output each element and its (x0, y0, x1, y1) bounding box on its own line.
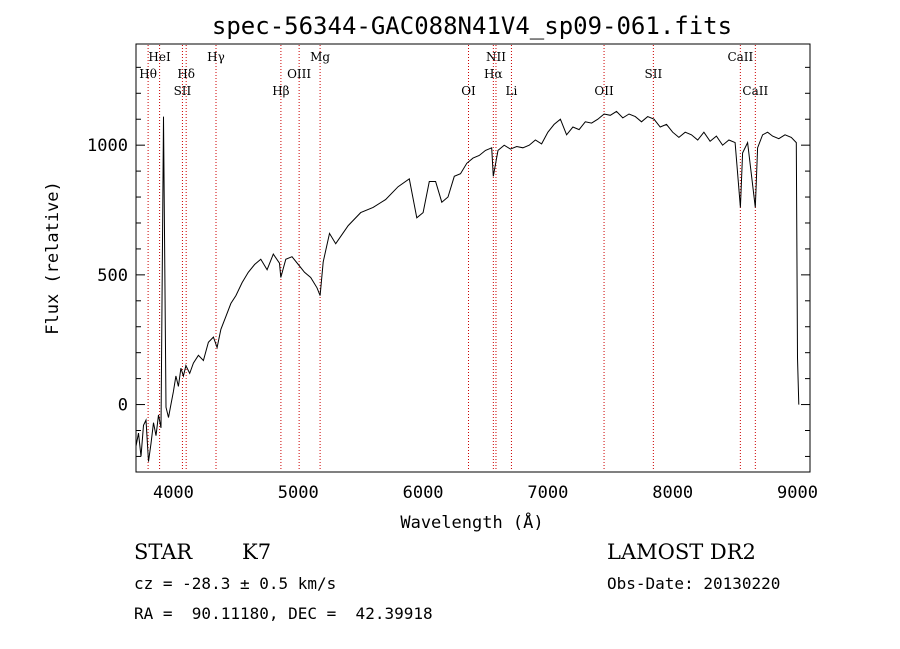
line-marker-label: SII (174, 84, 192, 98)
survey-name: LAMOST DR2 (607, 540, 756, 564)
line-marker-label: Hβ (272, 84, 289, 98)
x-tick-label: 8000 (652, 483, 693, 503)
observation-date: Obs-Date: 20130220 (607, 574, 781, 593)
line-marker-label: OIII (287, 67, 311, 81)
line-marker-label: NII (486, 50, 506, 64)
plot-frame (135, 43, 811, 473)
line-marker-label: CaII (727, 50, 753, 64)
x-tick-label: 4000 (153, 483, 194, 503)
line-marker-label: SII (645, 67, 663, 81)
y-axis: 0 500 1000 (87, 66, 810, 457)
line-marker-label: Li (506, 84, 518, 98)
chart-title: spec-56344-GAC088N41V4_sp09-061.fits (212, 12, 732, 40)
line-marker-label: HeI (148, 50, 171, 64)
redshift-text: cz = -28.3 ± 0.5 km/s (134, 574, 337, 593)
x-axis: 4000 5000 6000 7000 8000 9000 (153, 483, 818, 503)
line-marker-label: OI (461, 84, 476, 98)
object-class: STAR (134, 540, 193, 564)
x-tick-label: 9000 (777, 483, 818, 503)
line-marker-label: CaII (742, 84, 768, 98)
y-axis-label: Flux (relative) (43, 181, 63, 335)
object-subclass: K7 (242, 540, 272, 564)
line-marker-label: Mg (310, 50, 330, 64)
x-tick-label: 6000 (403, 483, 444, 503)
line-marker-label: Hθ (139, 67, 157, 81)
line-marker-label: OII (594, 84, 614, 98)
line-marker-label: Hα (484, 67, 503, 81)
x-tick-label: 7000 (527, 483, 568, 503)
y-tick-label: 1000 (87, 136, 128, 156)
y-tick-label: 0 (118, 396, 128, 416)
x-axis-label: Wavelength (Å) (400, 511, 543, 533)
spectrum-series-line (136, 110, 800, 462)
x-tick-label: 5000 (278, 483, 319, 503)
line-marker-label: Hγ (207, 50, 225, 64)
coordinates-text: RA = 90.11180, DEC = 42.39918 (134, 604, 433, 623)
line-marker-label: Hδ (177, 67, 195, 81)
y-tick-label: 500 (97, 266, 128, 286)
